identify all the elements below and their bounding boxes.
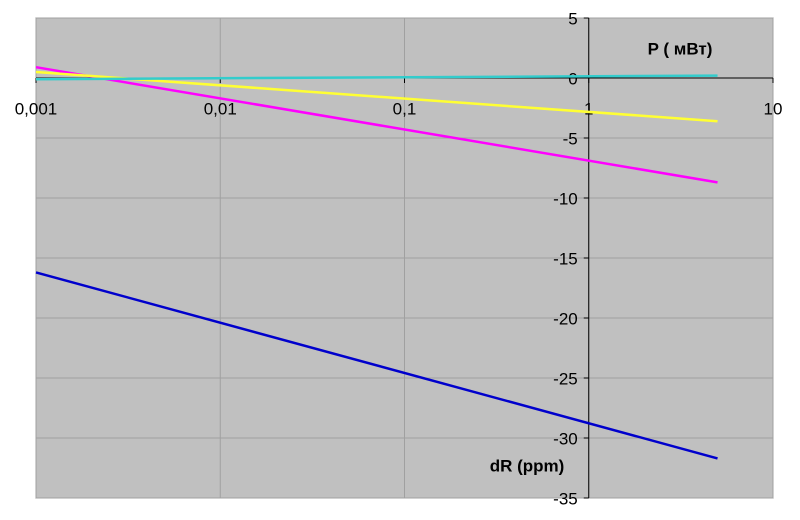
series-line <box>35 65 718 184</box>
x-tick-label: 10 <box>764 99 783 118</box>
y-tick-label: -25 <box>553 369 578 388</box>
x-tick-label: 0,001 <box>15 99 58 118</box>
series-line <box>35 74 718 81</box>
y-tick-label: -10 <box>553 189 578 208</box>
y-tick-label: -15 <box>553 249 578 268</box>
y-tick-label: 0 <box>568 69 577 88</box>
y-tick-label: -35 <box>553 489 578 508</box>
series-line <box>35 70 718 123</box>
y-tick-label: 5 <box>568 9 577 28</box>
x-tick-label: 0,01 <box>204 99 237 118</box>
series-line <box>35 271 718 460</box>
y-tick-label: -20 <box>553 309 578 328</box>
y-axis-label: dR (ppm) <box>490 456 565 475</box>
x-axis-label: P ( мВт) <box>648 39 713 58</box>
y-tick-label: -30 <box>553 429 578 448</box>
y-tick-label: -5 <box>563 129 578 148</box>
x-tick-label: 0,1 <box>393 99 417 118</box>
